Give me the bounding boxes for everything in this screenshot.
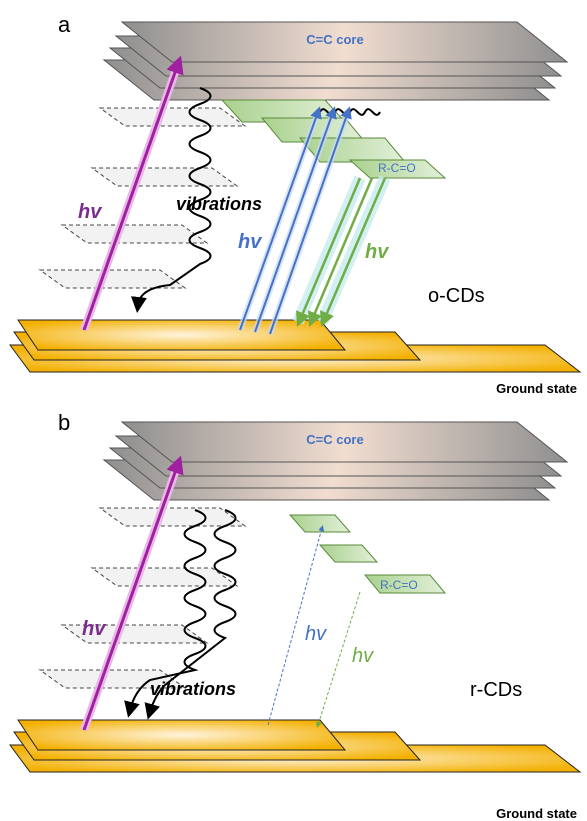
panel-label: b [58, 410, 70, 435]
emission-label: hv [352, 645, 374, 667]
vibrations-label: vibrations [176, 194, 262, 214]
excitation-label: hv [78, 201, 103, 223]
core-label: C=C core [306, 32, 363, 47]
sample-label: r-CDs [470, 679, 522, 701]
vibrations-label: vibrations [150, 679, 236, 699]
group-label: R-C=O [378, 161, 416, 175]
excitation-label: hv [82, 618, 107, 640]
carbonyl-levels [290, 515, 445, 593]
diagram: a C=C core hv vibrations hv hv R-C=O o-C… [0, 0, 587, 821]
ground-label: Ground state [496, 381, 577, 396]
energy-levels [10, 422, 580, 772]
sample-label: o-CDs [428, 285, 485, 307]
ground-label: Ground state [496, 806, 577, 821]
emission-label: hv [365, 241, 390, 263]
panel-label: a [58, 12, 71, 37]
core-label: C=C core [306, 432, 363, 447]
absorption-label: hv [238, 231, 263, 253]
page: {"panels": [ {"label": "a", "core": "C=C… [0, 0, 587, 821]
panel-a: a C=C core hv vibrations hv hv R-C=O o-C… [10, 12, 580, 396]
group-label: R-C=O [380, 578, 418, 592]
absorption-label: hv [305, 623, 327, 645]
panel-b: b C=C core hv vibrations hv hv R-C=O r-C… [10, 410, 580, 821]
